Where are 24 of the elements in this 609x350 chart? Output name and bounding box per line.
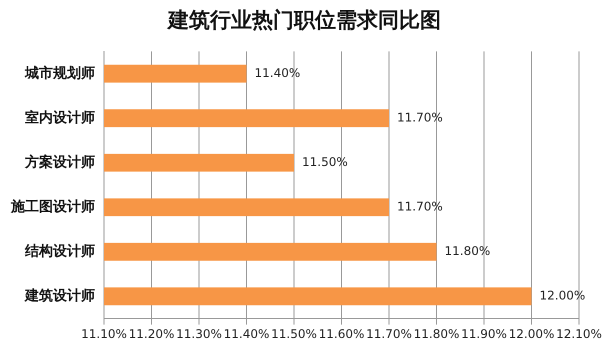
x-tick-label: 11.70% (366, 326, 412, 341)
data-label: 12.00% (540, 288, 586, 302)
data-label: 11.70% (397, 110, 443, 124)
x-tick-label: 12.00% (508, 326, 554, 341)
y-tick-label: 室内设计师 (25, 108, 95, 126)
y-tick-label: 建筑设计师 (24, 288, 95, 304)
y-tick-label: 结构设计师 (24, 243, 95, 260)
y-tick-label: 方案设计师 (24, 153, 95, 170)
data-label: 11.80% (444, 244, 490, 258)
x-tick-label: 11.90% (461, 326, 507, 341)
x-tick-label: 12.10% (556, 326, 602, 341)
x-tick-label: 11.50% (271, 326, 317, 341)
data-label: 11.50% (302, 154, 348, 169)
x-tick-label: 11.80% (414, 326, 460, 341)
y-tick-label: 施工图设计师 (10, 198, 95, 215)
x-tick-label: 11.40% (224, 326, 270, 341)
x-tick-label: 11.10% (81, 326, 127, 341)
x-tick-label: 11.20% (128, 326, 174, 341)
data-label: 11.70% (397, 199, 443, 214)
y-tick-label: 城市规划师 (24, 64, 95, 82)
x-tick-label: 11.60% (318, 326, 364, 341)
x-tick-label: 11.30% (176, 326, 222, 341)
chart-title: 建筑行业热门职位需求同比图 (166, 6, 442, 34)
data-label: 11.40% (254, 66, 300, 80)
